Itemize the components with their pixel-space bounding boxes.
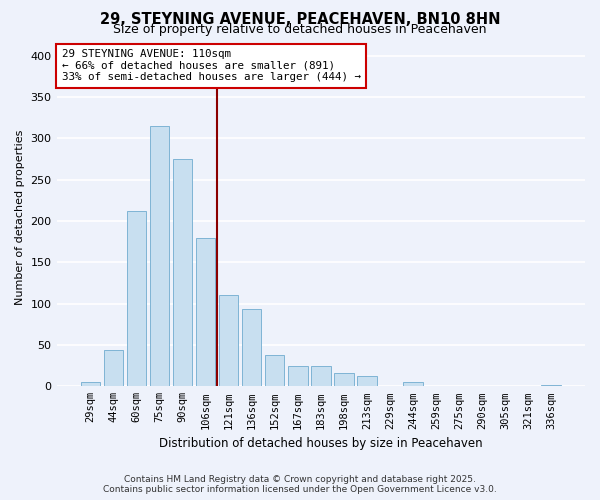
Bar [149,126,169,386]
Bar [357,376,377,386]
Bar [334,373,353,386]
Text: Contains HM Land Registry data © Crown copyright and database right 2025.
Contai: Contains HM Land Registry data © Crown c… [103,474,497,494]
Bar [173,159,193,386]
Bar [311,366,331,386]
Bar [104,350,123,387]
Bar [265,355,284,386]
Bar [541,384,561,386]
Bar [219,296,238,386]
Bar [80,382,100,386]
Bar [127,211,146,386]
Bar [288,366,308,386]
Text: Size of property relative to detached houses in Peacehaven: Size of property relative to detached ho… [113,23,487,36]
Text: 29, STEYNING AVENUE, PEACEHAVEN, BN10 8HN: 29, STEYNING AVENUE, PEACEHAVEN, BN10 8H… [100,12,500,26]
Bar [403,382,423,386]
Bar [242,310,262,386]
X-axis label: Distribution of detached houses by size in Peacehaven: Distribution of detached houses by size … [159,437,482,450]
Text: 29 STEYNING AVENUE: 110sqm
← 66% of detached houses are smaller (891)
33% of sem: 29 STEYNING AVENUE: 110sqm ← 66% of deta… [62,49,361,82]
Y-axis label: Number of detached properties: Number of detached properties [15,129,25,304]
Bar [196,238,215,386]
